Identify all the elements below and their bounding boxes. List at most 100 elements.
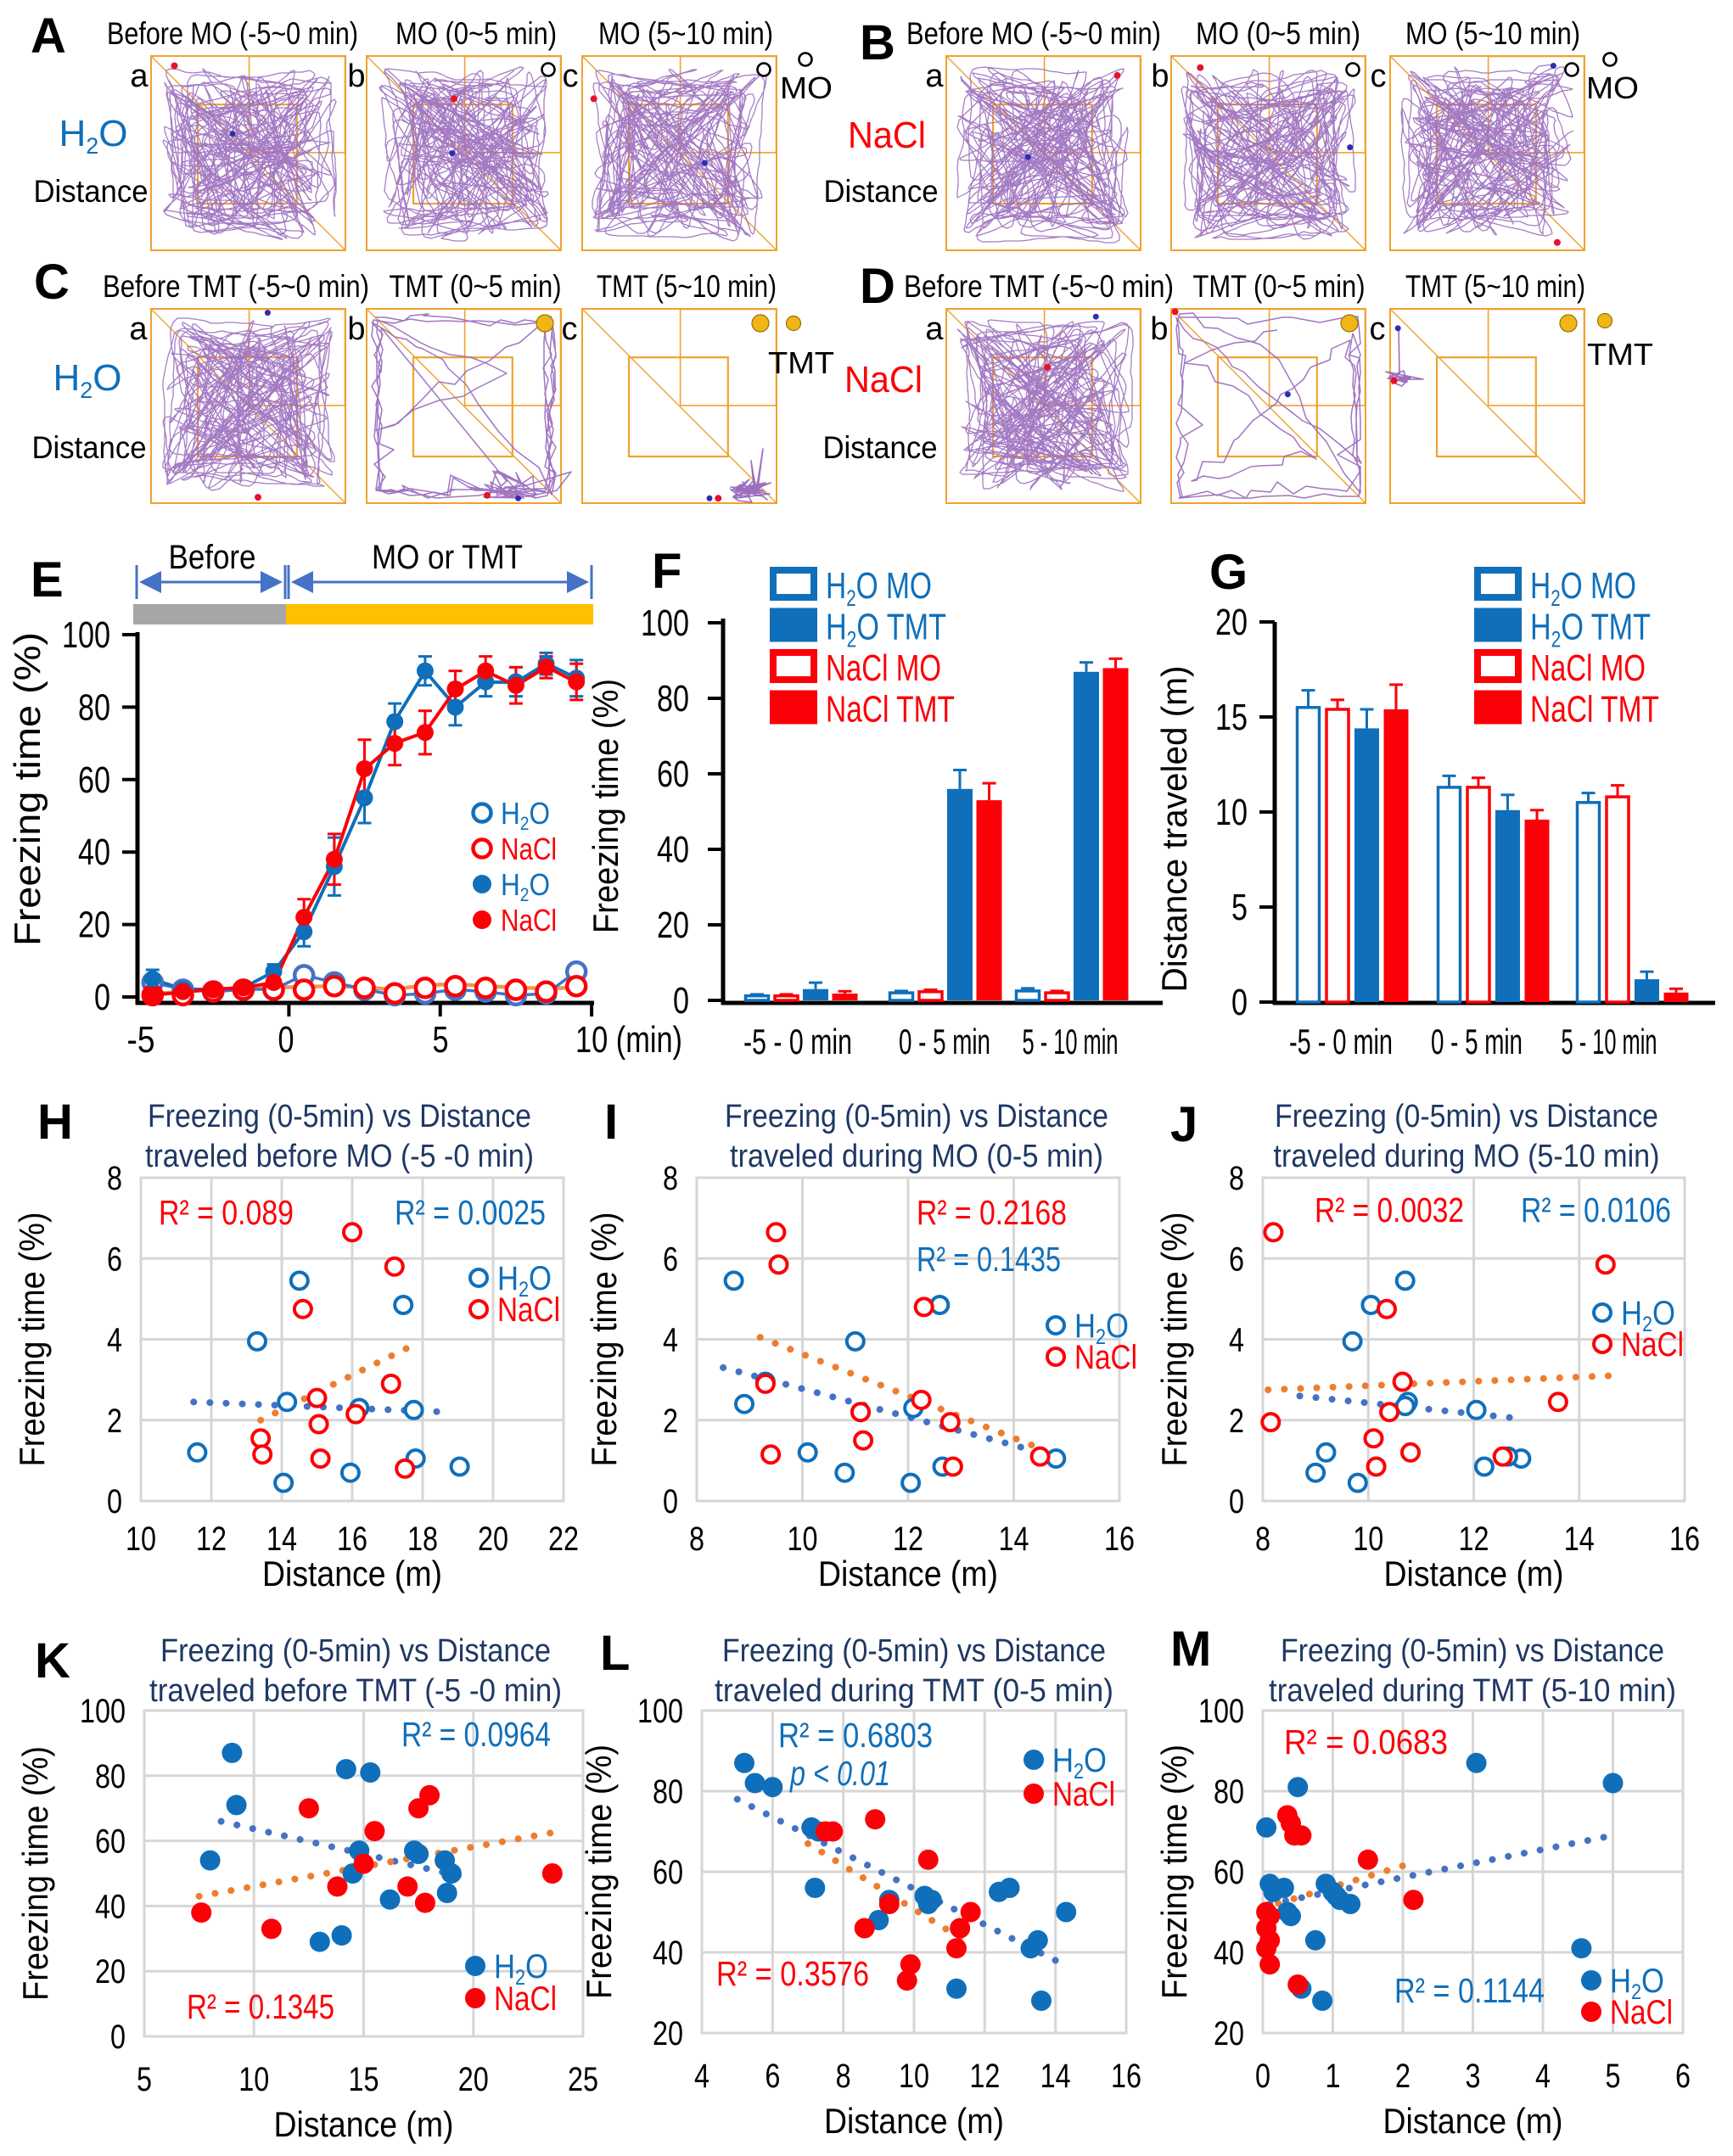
svg-text:14: 14 (1040, 2058, 1071, 2095)
svg-text:NaCl: NaCl (1052, 1776, 1115, 1813)
svg-text:traveled during TMT (0-5 min): traveled during TMT (0-5 min) (715, 1673, 1113, 1709)
svg-text:2: 2 (1229, 1403, 1244, 1440)
svg-text:100: 100 (637, 1693, 683, 1730)
svg-text:Before TMT (-5~0 min): Before TMT (-5~0 min) (103, 269, 369, 304)
svg-text:100: 100 (62, 614, 110, 656)
svg-text:NaCl: NaCl (1621, 1326, 1684, 1364)
svg-text:20: 20 (657, 904, 689, 946)
svg-text:4: 4 (107, 1322, 122, 1359)
svg-text:80: 80 (78, 686, 110, 728)
svg-text:20: 20 (1215, 602, 1248, 643)
svg-text:NaCl MO: NaCl MO (1530, 647, 1646, 689)
svg-text:H2O: H2O (53, 357, 121, 403)
svg-text:p < 0.01: p < 0.01 (788, 1754, 890, 1793)
svg-text:Freezing (0-5min) vs Distance: Freezing (0-5min) vs Distance (1281, 1633, 1664, 1669)
svg-text:Freezing (0-5min) vs Distance: Freezing (0-5min) vs Distance (722, 1633, 1106, 1669)
svg-text:0: 0 (94, 977, 110, 1018)
svg-text:Freezing (0-5min) vs Distance: Freezing (0-5min) vs Distance (148, 1099, 531, 1134)
svg-text:MO (5~10 min): MO (5~10 min) (1405, 16, 1580, 51)
svg-text:16: 16 (1669, 1520, 1700, 1558)
svg-text:NaCl: NaCl (501, 903, 557, 938)
svg-text:c: c (563, 59, 579, 94)
svg-text:40: 40 (1214, 1935, 1244, 1972)
svg-text:R² = 0.0964: R² = 0.0964 (401, 1715, 551, 1754)
svg-text:b: b (1151, 59, 1169, 94)
svg-text:Freezing time (%): Freezing time (%) (7, 632, 48, 946)
svg-text:12: 12 (969, 2058, 1000, 2095)
svg-text:Freezing (0-5min) vs Distance: Freezing (0-5min) vs Distance (160, 1633, 551, 1669)
svg-text:Freezing (0-5min) vs Distance: Freezing (0-5min) vs Distance (1275, 1099, 1658, 1134)
svg-text:Distance (m): Distance (m) (262, 1554, 442, 1593)
svg-text:0: 0 (278, 1019, 294, 1061)
svg-text:TMT (5~10 min): TMT (5~10 min) (1405, 269, 1585, 304)
svg-text:-5: -5 (127, 1019, 155, 1061)
svg-text:D: D (860, 259, 895, 314)
svg-text:I: I (604, 1095, 618, 1150)
svg-text:Distance (m): Distance (m) (1384, 1554, 1564, 1593)
svg-text:C: C (34, 255, 70, 310)
svg-text:Before MO (-5~0 min): Before MO (-5~0 min) (906, 16, 1161, 51)
svg-text:20: 20 (1214, 2015, 1244, 2052)
svg-text:c: c (1371, 59, 1387, 94)
svg-text:Freezing time (%): Freezing time (%) (1154, 1212, 1194, 1467)
svg-text:Freezing time (%): Freezing time (%) (579, 1744, 619, 1999)
svg-text:Distance: Distance (824, 174, 939, 209)
svg-text:TMT: TMT (1587, 337, 1653, 372)
svg-text:5: 5 (1231, 887, 1248, 928)
svg-text:12: 12 (196, 1520, 227, 1558)
svg-text:traveled during MO (5-10 min): traveled during MO (5-10 min) (1274, 1139, 1660, 1174)
svg-text:MO (0~5 min): MO (0~5 min) (1196, 16, 1360, 51)
svg-text:B: B (860, 15, 895, 70)
svg-text:NaCl: NaCl (848, 115, 926, 156)
svg-text:MO (0~5 min): MO (0~5 min) (395, 16, 557, 51)
svg-text:16: 16 (1104, 1520, 1135, 1558)
svg-text:R² = 0.1144: R² = 0.1144 (1394, 1971, 1545, 2010)
svg-text:1: 1 (1326, 2058, 1341, 2095)
svg-text:H: H (37, 1095, 73, 1150)
svg-text:5: 5 (433, 1019, 449, 1061)
svg-text:5: 5 (1606, 2058, 1621, 2095)
svg-text:H2O TMT: H2O TMT (1530, 607, 1651, 652)
svg-text:8: 8 (836, 2058, 851, 2095)
svg-text:Before: Before (169, 539, 256, 576)
svg-text:MO or TMT: MO or TMT (372, 539, 523, 576)
svg-text:60: 60 (78, 759, 110, 801)
svg-text:a: a (130, 59, 149, 94)
svg-text:TMT (0~5 min): TMT (0~5 min) (1193, 269, 1366, 304)
svg-text:60: 60 (657, 753, 689, 795)
svg-text:b: b (1150, 311, 1168, 347)
svg-text:0: 0 (1229, 1483, 1244, 1520)
svg-text:MO: MO (780, 70, 833, 105)
svg-text:NaCl: NaCl (1074, 1339, 1137, 1376)
svg-text:15: 15 (349, 2061, 379, 2098)
svg-text:Distance: Distance (32, 430, 147, 465)
svg-text:10: 10 (788, 1520, 818, 1558)
svg-text:Distance (m): Distance (m) (824, 2101, 1004, 2141)
svg-text:traveled during TMT (5-10 min): traveled during TMT (5-10 min) (1269, 1673, 1676, 1709)
svg-text:12: 12 (1459, 1520, 1489, 1558)
svg-text:15: 15 (1215, 697, 1248, 738)
svg-text:0: 0 (107, 1483, 122, 1520)
svg-text:10: 10 (899, 2058, 929, 2095)
svg-text:E: E (31, 552, 64, 608)
svg-text:NaCl TMT: NaCl TMT (826, 689, 955, 731)
svg-text:14: 14 (999, 1520, 1029, 1558)
svg-text:10: 10 (238, 2061, 269, 2098)
svg-text:H2O: H2O (1052, 1742, 1107, 1784)
svg-text:5: 5 (137, 2061, 152, 2098)
svg-text:Freezing time (%): Freezing time (%) (15, 1746, 55, 2001)
svg-text:16: 16 (337, 1520, 367, 1558)
svg-text:TMT: TMT (768, 345, 834, 380)
svg-text:R² = 0.1345: R² = 0.1345 (187, 1987, 334, 2026)
svg-text:H2O MO: H2O MO (1530, 565, 1636, 611)
svg-text:60: 60 (95, 1823, 126, 1861)
svg-text:12: 12 (893, 1520, 923, 1558)
svg-text:MO: MO (1586, 70, 1639, 105)
svg-text:14: 14 (1564, 1520, 1595, 1558)
svg-text:8: 8 (689, 1520, 704, 1558)
svg-text:0: 0 (1255, 2058, 1270, 2095)
svg-text:5 - 10 min: 5 - 10 min (1562, 1022, 1657, 1061)
svg-text:-5 - 0 min: -5 - 0 min (743, 1022, 852, 1061)
svg-text:G: G (1209, 545, 1248, 600)
svg-text:2: 2 (107, 1403, 122, 1440)
